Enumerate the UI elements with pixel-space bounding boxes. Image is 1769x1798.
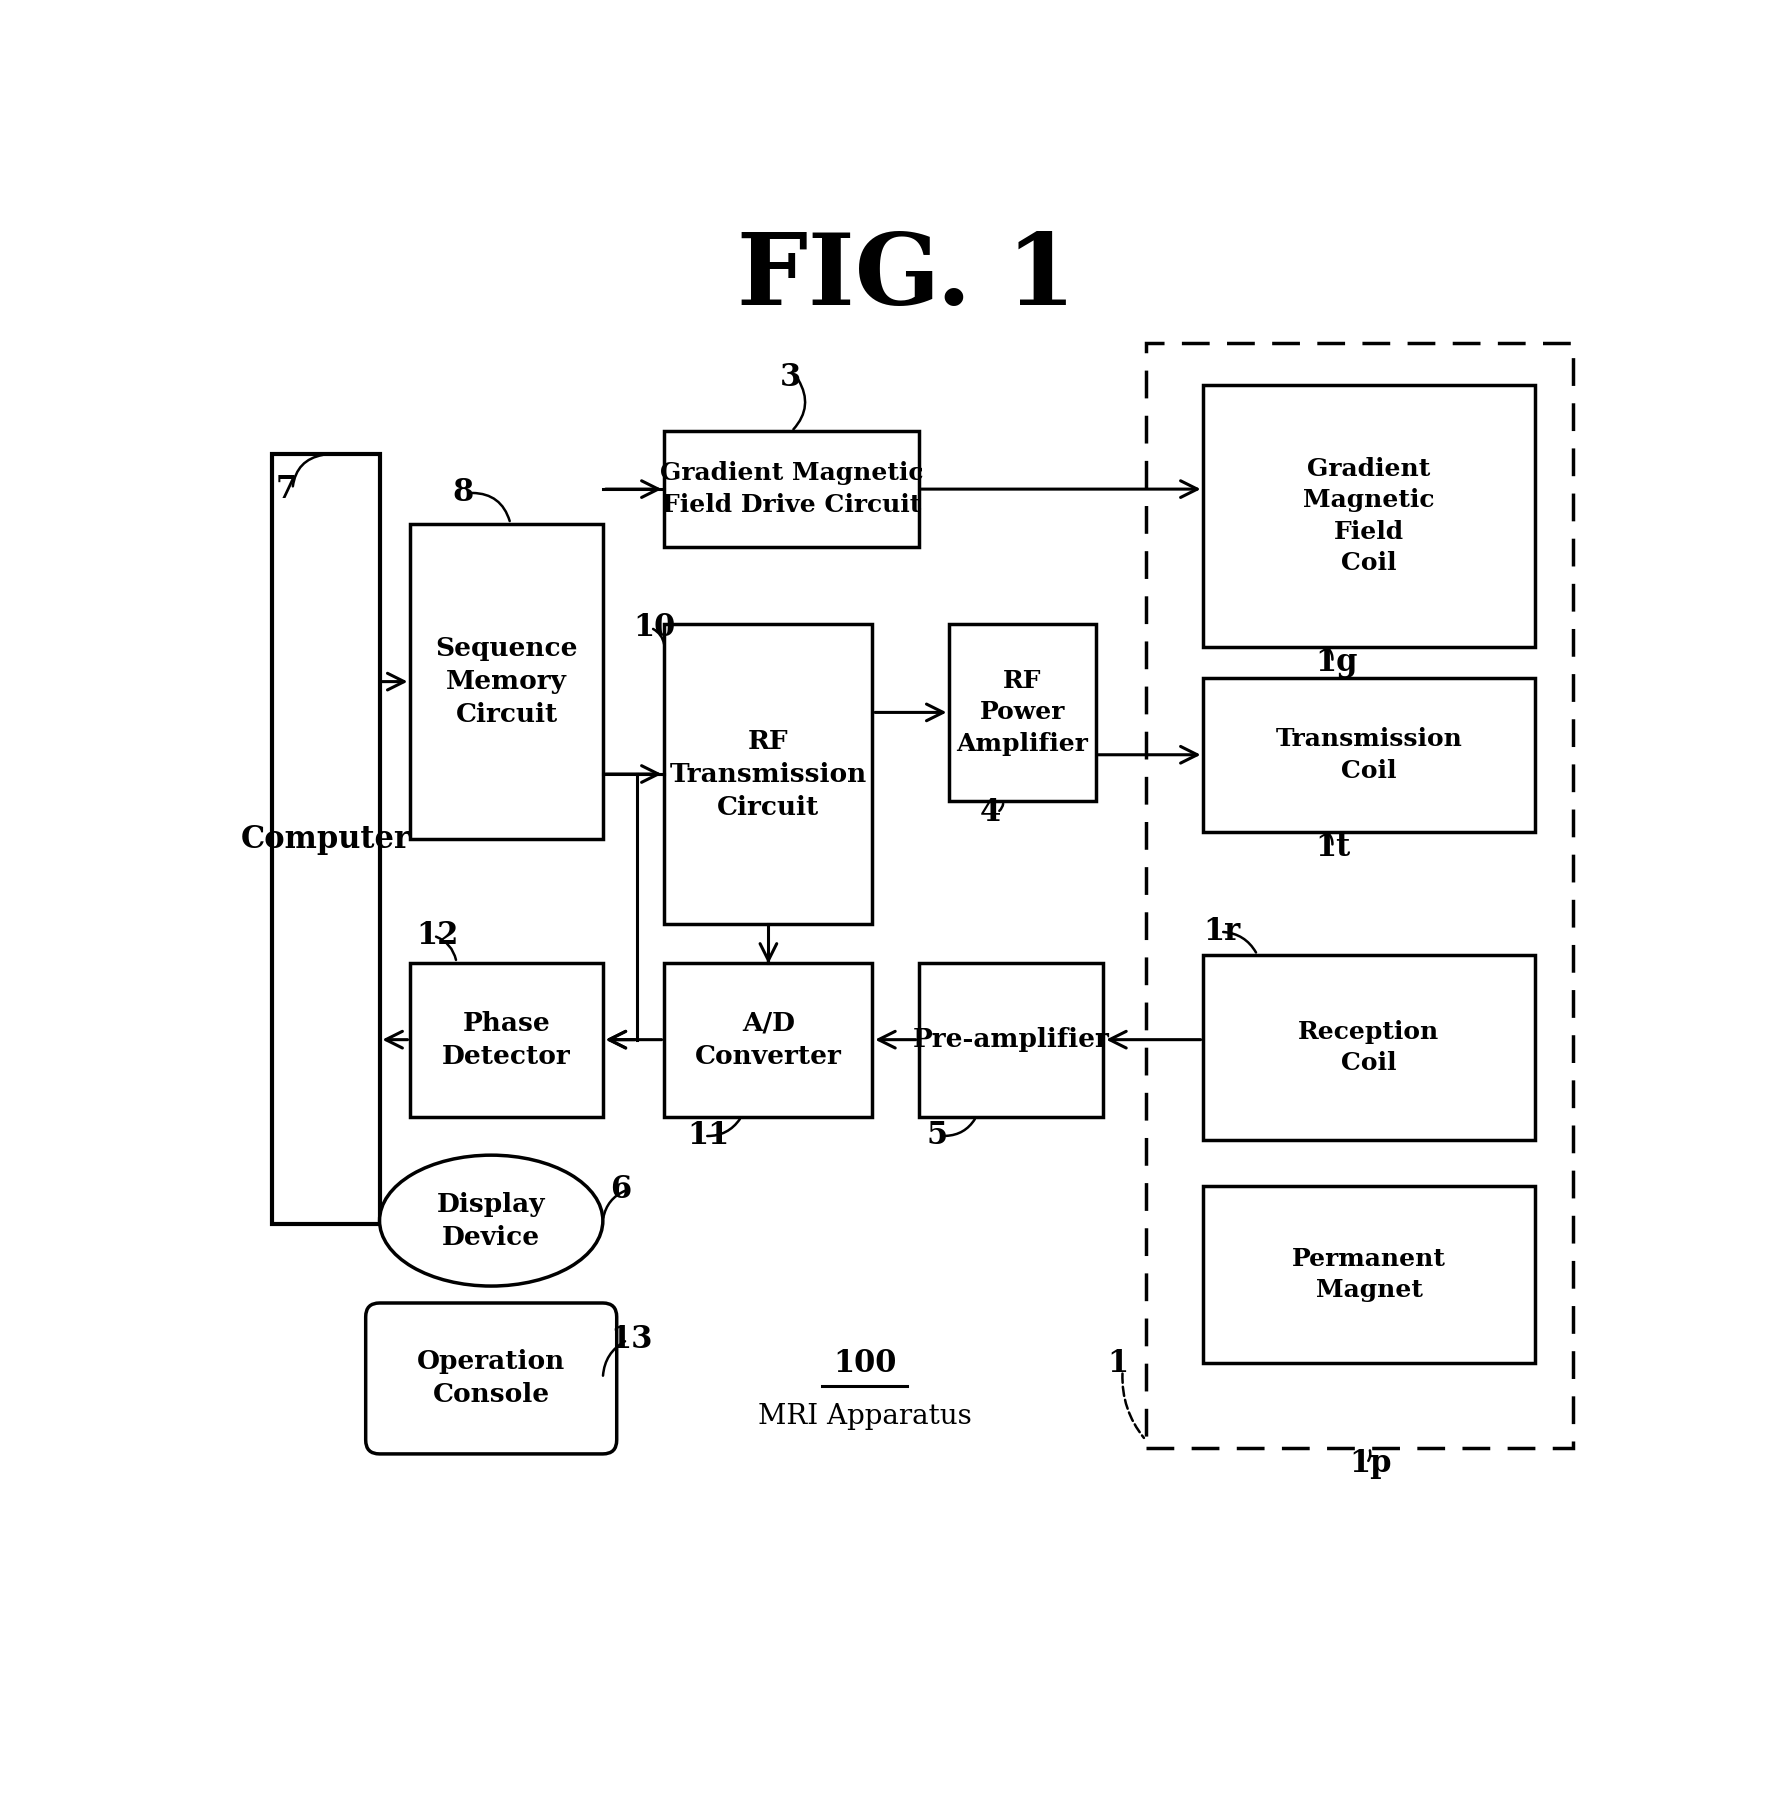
Text: Display
Device: Display Device bbox=[437, 1192, 545, 1250]
Text: A/D
Converter: A/D Converter bbox=[695, 1010, 842, 1068]
Text: 7: 7 bbox=[276, 473, 297, 505]
Text: 10: 10 bbox=[633, 611, 676, 644]
Text: 11: 11 bbox=[688, 1120, 731, 1151]
Text: 1r: 1r bbox=[1203, 917, 1240, 948]
Text: 1g: 1g bbox=[1314, 647, 1357, 678]
FancyBboxPatch shape bbox=[918, 962, 1104, 1117]
FancyBboxPatch shape bbox=[1203, 385, 1534, 647]
FancyBboxPatch shape bbox=[665, 624, 872, 924]
Text: 12: 12 bbox=[416, 921, 458, 951]
Text: 6: 6 bbox=[610, 1174, 632, 1205]
Ellipse shape bbox=[380, 1154, 603, 1286]
FancyBboxPatch shape bbox=[950, 624, 1095, 800]
Text: RF
Power
Amplifier: RF Power Amplifier bbox=[957, 669, 1088, 755]
Text: 1t: 1t bbox=[1314, 832, 1350, 863]
Text: 1: 1 bbox=[1107, 1347, 1129, 1379]
Text: Pre-amplifier: Pre-amplifier bbox=[913, 1027, 1109, 1052]
FancyBboxPatch shape bbox=[665, 962, 872, 1117]
Text: Sequence
Memory
Circuit: Sequence Memory Circuit bbox=[435, 636, 578, 726]
Text: 4: 4 bbox=[980, 797, 1001, 829]
Text: 100: 100 bbox=[833, 1347, 897, 1379]
Text: FIG. 1: FIG. 1 bbox=[738, 228, 1076, 325]
Text: 5: 5 bbox=[927, 1120, 948, 1151]
Text: Gradient
Magnetic
Field
Coil: Gradient Magnetic Field Coil bbox=[1304, 457, 1435, 575]
Text: Operation
Console: Operation Console bbox=[417, 1350, 566, 1408]
Text: MRI Apparatus: MRI Apparatus bbox=[757, 1404, 971, 1431]
Text: Transmission
Coil: Transmission Coil bbox=[1275, 726, 1463, 782]
FancyBboxPatch shape bbox=[1203, 1187, 1534, 1363]
Text: Phase
Detector: Phase Detector bbox=[442, 1010, 571, 1068]
FancyBboxPatch shape bbox=[272, 455, 380, 1224]
Text: RF
Transmission
Circuit: RF Transmission Circuit bbox=[670, 728, 867, 820]
Text: Computer: Computer bbox=[241, 823, 410, 856]
FancyBboxPatch shape bbox=[410, 523, 603, 840]
Text: Gradient Magnetic
Field Drive Circuit: Gradient Magnetic Field Drive Circuit bbox=[660, 462, 923, 516]
Text: Reception
Coil: Reception Coil bbox=[1298, 1019, 1440, 1075]
Text: Permanent
Magnet: Permanent Magnet bbox=[1291, 1246, 1445, 1302]
FancyBboxPatch shape bbox=[410, 962, 603, 1117]
Text: 8: 8 bbox=[453, 478, 474, 509]
FancyBboxPatch shape bbox=[665, 432, 918, 547]
FancyBboxPatch shape bbox=[366, 1304, 617, 1455]
Text: 3: 3 bbox=[780, 361, 801, 394]
Text: 13: 13 bbox=[610, 1325, 653, 1356]
Text: 1p: 1p bbox=[1350, 1447, 1392, 1478]
FancyBboxPatch shape bbox=[1203, 955, 1534, 1140]
FancyBboxPatch shape bbox=[1203, 678, 1534, 832]
